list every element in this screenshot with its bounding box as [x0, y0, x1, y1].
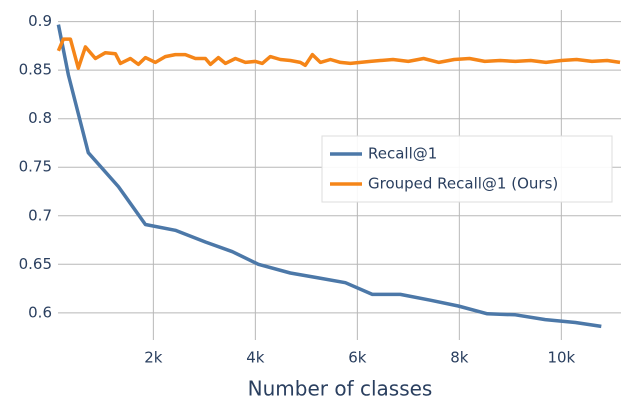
legend: Recall@1 Grouped Recall@1 (Ours)	[321, 135, 613, 203]
x-tick-label: 10k	[547, 349, 575, 367]
y-tick-label: 0.9	[28, 12, 52, 30]
x-tick-label: 4k	[246, 349, 265, 367]
series-line	[56, 24, 602, 329]
x-tick-label: 2k	[144, 349, 163, 367]
y-tick-label: 0.75	[19, 158, 52, 176]
y-tick-label: 0.85	[19, 61, 52, 79]
y-tick-label: 0.6	[28, 303, 52, 321]
series-line	[56, 37, 621, 70]
legend-box	[321, 135, 613, 203]
legend-label: Recall@1	[368, 145, 437, 163]
x-tick-label: 8k	[450, 349, 469, 367]
y-tick-label: 0.65	[19, 255, 52, 273]
x-tick-label: 6k	[348, 349, 367, 367]
y-tick-label: 0.8	[28, 109, 52, 127]
x-axis-title: Number of classes	[248, 377, 433, 401]
grid	[58, 10, 621, 340]
legend-label: Grouped Recall@1 (Ours)	[368, 175, 558, 193]
y-tick-label: 0.7	[28, 206, 52, 224]
